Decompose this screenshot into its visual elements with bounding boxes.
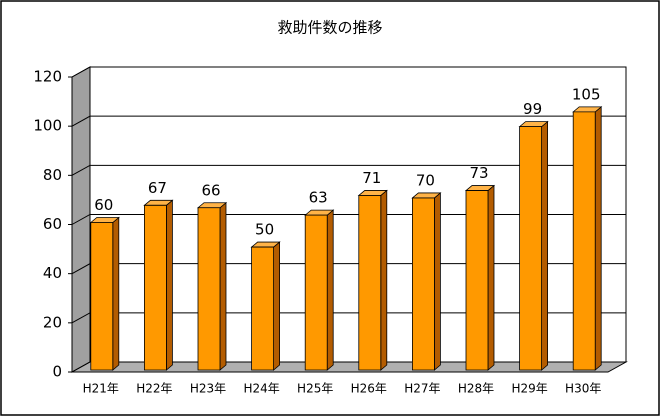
y-tick-label: 40 [43, 264, 62, 282]
bar [518, 120, 549, 371]
x-tick-label: H30年 [565, 382, 601, 396]
bar [411, 192, 442, 371]
y-tick-label: 80 [43, 166, 62, 184]
y-tick-label: 60 [43, 215, 62, 233]
grid-line [71, 214, 626, 225]
value-label: 73 [469, 164, 488, 182]
bar [572, 106, 603, 371]
bar-side [380, 189, 388, 371]
x-tick-label: H28年 [458, 382, 494, 396]
x-tick-label: H21年 [83, 382, 119, 396]
grid-line [71, 312, 626, 324]
y-tick-label: 0 [52, 363, 62, 381]
bar-front [465, 190, 489, 371]
bar-side [594, 106, 602, 371]
value-label: 71 [362, 169, 381, 187]
bar [89, 216, 120, 371]
bar-front [572, 111, 596, 371]
value-label: 50 [255, 221, 274, 239]
y-tick-label: 120 [33, 68, 62, 86]
bar-front [197, 207, 221, 371]
chart-title: 救助件数の推移 [277, 19, 382, 37]
bar-front [411, 197, 435, 371]
value-label: 66 [201, 181, 220, 199]
bar [250, 241, 281, 371]
value-label: 99 [523, 100, 542, 118]
x-tick-label: H29年 [511, 382, 547, 396]
bar-side [487, 184, 495, 371]
bar-side [165, 199, 173, 371]
x-tick-label: H25年 [297, 382, 333, 396]
value-label: 105 [572, 85, 601, 103]
bar [464, 184, 496, 371]
x-tick-label: H24年 [243, 382, 279, 396]
grid-line [71, 164, 626, 176]
value-label: 60 [94, 196, 113, 214]
y-tick-label: 20 [43, 313, 62, 331]
bar-front [143, 204, 167, 371]
value-label: 70 [416, 171, 435, 189]
bar [357, 189, 388, 371]
grid-line [71, 66, 626, 78]
grid-line [71, 361, 626, 373]
bar-side [433, 192, 441, 371]
bar-side [326, 209, 334, 371]
bar-side [541, 120, 548, 371]
value-label: 67 [148, 179, 167, 197]
bar-front [358, 195, 382, 371]
bar-front [251, 246, 275, 371]
x-tick-label: H23年 [190, 382, 226, 396]
grid-line [71, 115, 626, 127]
bar-front [304, 214, 328, 371]
y-tick-label: 100 [33, 117, 62, 135]
bar [304, 209, 335, 371]
value-label: 63 [309, 189, 328, 207]
grid-line [71, 263, 626, 275]
bar-side [273, 241, 281, 371]
bar-side [112, 216, 120, 371]
bar [143, 199, 174, 371]
bar [196, 201, 228, 371]
bar-front [519, 126, 542, 371]
x-tick-label: H22年 [136, 382, 172, 396]
x-tick-label: H27年 [404, 382, 440, 396]
bar-side [219, 201, 227, 371]
bar-front [90, 222, 114, 371]
x-tick-label: H26年 [351, 382, 387, 396]
